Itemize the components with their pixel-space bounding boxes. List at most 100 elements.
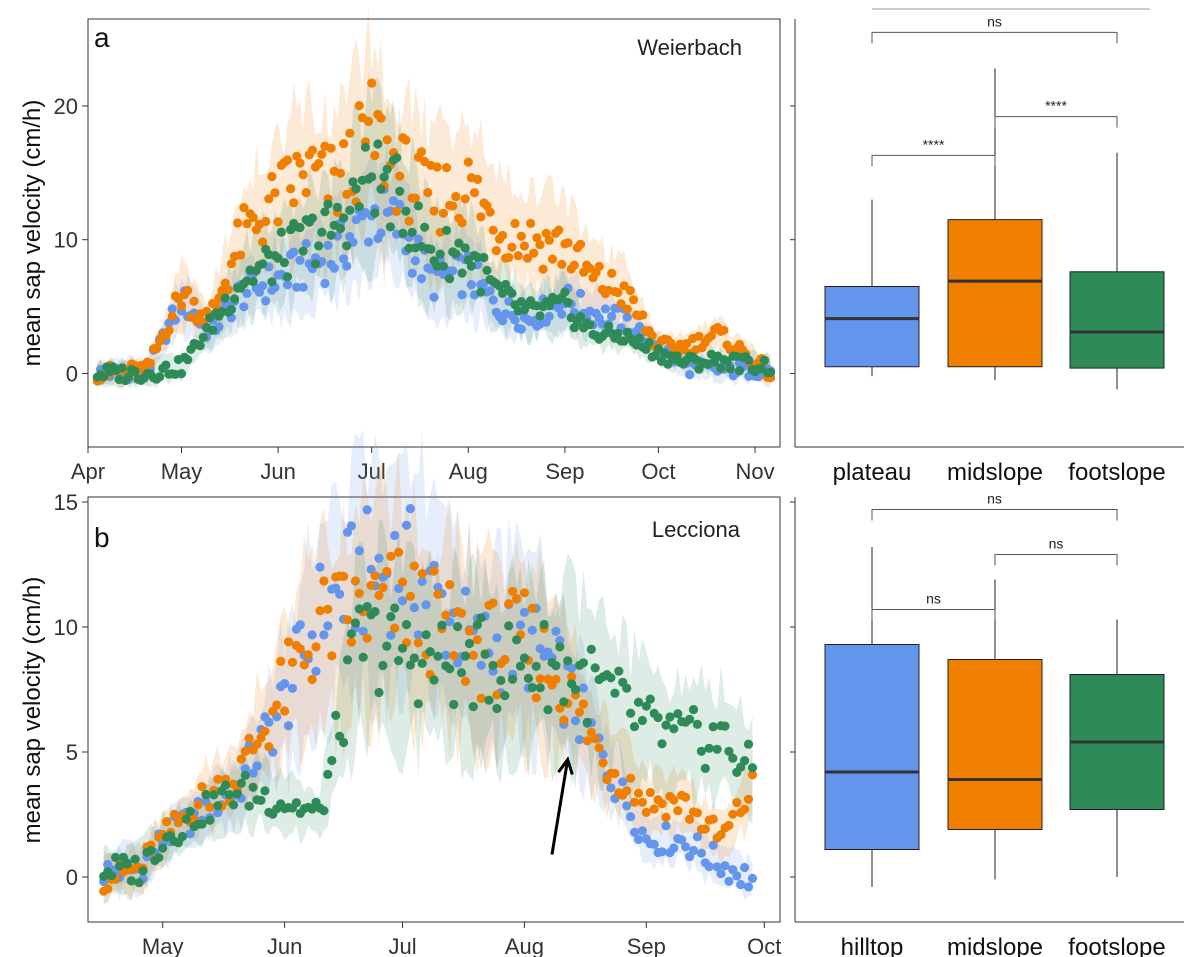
- panel-a-point-s2: [650, 351, 660, 361]
- panel-a-point-s1: [607, 268, 617, 278]
- panel-a-point-s1: [526, 218, 536, 228]
- panel-a-point-s2: [339, 213, 349, 223]
- panel-a-point-s1: [239, 203, 249, 213]
- panel-b-point-s2: [527, 682, 537, 693]
- panel-a-band-1: [97, 6, 771, 389]
- panel-b-point-s2: [504, 621, 514, 631]
- panel-b-category-label: footslope: [1068, 934, 1165, 957]
- panel-b-point-s1: [390, 623, 400, 633]
- panel-b-point-s1: [460, 676, 471, 687]
- panel-b-point-s0: [280, 679, 290, 689]
- panel-a-point-s1: [264, 194, 274, 204]
- panel-a-point-s2: [613, 328, 623, 338]
- panel-a-point-s0: [685, 370, 695, 380]
- panel-b-point-s2: [669, 724, 679, 734]
- panel-a-point-s2: [445, 274, 455, 284]
- panel-b-point-s2: [700, 763, 710, 774]
- panel-a-point-s2: [370, 208, 380, 218]
- panel-b-point-s2: [626, 708, 636, 718]
- panel-a-point-s2: [544, 301, 554, 311]
- panel-b-point-s2: [433, 651, 443, 661]
- panel-a-point-s1: [267, 171, 277, 182]
- panel-a-point-s0: [323, 240, 333, 250]
- panel-b-point-s1: [661, 812, 671, 822]
- panel-b-point-s1: [743, 794, 754, 804]
- panel-a-point-s0: [413, 234, 423, 244]
- panel-a-point-s2: [482, 265, 492, 275]
- panel-b-point-s1: [641, 807, 651, 818]
- panel-a-point-s1: [145, 358, 155, 368]
- panel-a-point-s1: [282, 155, 293, 165]
- panel-b-point-s1: [590, 734, 600, 744]
- panel-b-point-s1: [283, 637, 294, 647]
- panel-a-point-s0: [557, 309, 567, 319]
- panel-b-point-s1: [280, 706, 290, 716]
- panel-b-point-s1: [700, 824, 710, 834]
- panel-b-point-s1: [449, 651, 459, 661]
- panel-b-label: b: [94, 522, 110, 553]
- panel-a-point-s0: [607, 311, 617, 321]
- panel-b-point-s2: [610, 688, 620, 698]
- panel-a-point-s2: [575, 312, 586, 322]
- panel-b-point-s0: [637, 826, 648, 836]
- panel-a-x-tick-label: Jun: [260, 459, 295, 484]
- panel-b-point-s1: [260, 726, 270, 736]
- panel-b-point-s1: [464, 626, 474, 636]
- panel-a-point-s1: [242, 219, 252, 229]
- panel-a-point-s0: [485, 286, 495, 296]
- panel-a-x-tick-label: Sep: [545, 459, 584, 484]
- panel-b-point-s0: [712, 862, 722, 872]
- panel-a-point-s0: [320, 278, 330, 289]
- panel-a-point-s2: [734, 366, 745, 376]
- panel-a-point-s2: [342, 241, 352, 251]
- panel-a-point-s0: [258, 281, 268, 291]
- panel-a-point-s1: [441, 163, 452, 173]
- panel-a-point-s1: [491, 246, 501, 256]
- panel-b-point-s2: [665, 712, 675, 722]
- panel-a-point-s2: [130, 366, 140, 376]
- panel-b-point-s0: [724, 876, 734, 886]
- panel-a-box-y-ticks: [790, 105, 795, 374]
- panel-a-point-s1: [569, 260, 579, 270]
- panel-b-point-s1: [732, 797, 742, 808]
- panel-b-point-s1: [319, 576, 329, 586]
- panel-a-point-s2: [507, 288, 517, 298]
- panel-b-point-s2: [582, 717, 592, 727]
- panel-b-point-s1: [476, 693, 486, 704]
- panel-b-point-s0: [633, 834, 644, 845]
- panel-a-point-s2: [560, 287, 570, 297]
- panel-b-point-s0: [527, 625, 537, 635]
- panel-b-point-s1: [287, 657, 298, 667]
- panel-a-point-s2: [310, 259, 321, 269]
- panel-b-point-s0: [397, 596, 408, 606]
- panel-a-point-s0: [544, 311, 554, 321]
- panel-a-point-s2: [438, 261, 448, 271]
- panel-b-band-0: [103, 428, 753, 903]
- panel-a-category-label: midslope: [947, 459, 1043, 486]
- panel-a-point-s0: [363, 237, 374, 247]
- panel-b-point-s0: [736, 879, 746, 890]
- panel-a-point-s1: [354, 101, 364, 111]
- panel-a-point-s2: [395, 186, 405, 196]
- panel-a-point-s1: [619, 281, 629, 291]
- panel-a-point-s2: [323, 199, 333, 209]
- panel-a-point-s1: [476, 212, 486, 222]
- panel-b-box-y-ticks: [790, 501, 795, 878]
- panel-b-point-s0: [743, 882, 754, 892]
- panel-a-uncertainty-bands: [97, 6, 771, 390]
- panel-b-bracket-label: ns: [1049, 536, 1064, 552]
- panel-a-point-s0: [242, 288, 252, 298]
- panel-a-point-s1: [367, 78, 377, 88]
- panel-a-point-s2: [360, 142, 370, 152]
- panel-b-point-s2: [578, 658, 589, 668]
- panel-b-point-s1: [197, 782, 207, 792]
- panel-b-x-tick-label: Oct: [747, 934, 781, 957]
- panel-b-point-s1: [236, 754, 246, 764]
- panel-b-arrow-annotation: [550, 756, 574, 855]
- panel-b-point-s1: [649, 804, 659, 814]
- panel-a-point-s2: [198, 332, 208, 342]
- panel-a-point-s1: [183, 285, 193, 295]
- panel-b-point-s2: [445, 664, 455, 674]
- panel-b-point-s1: [551, 674, 561, 685]
